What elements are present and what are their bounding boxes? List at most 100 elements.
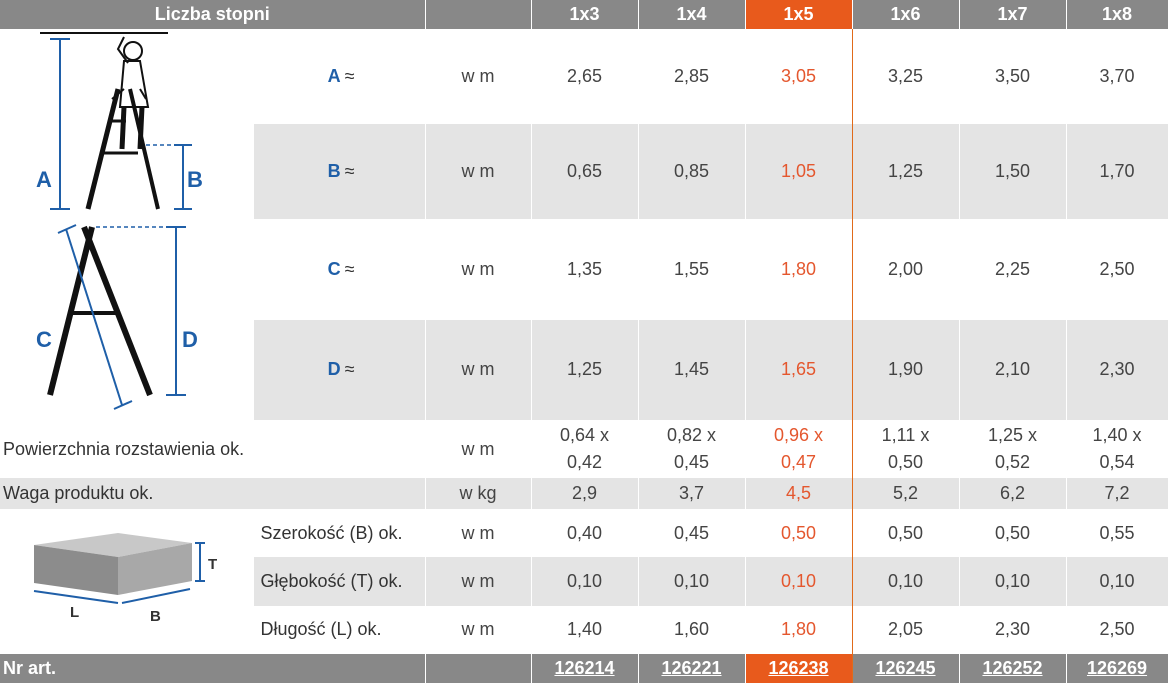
value-cell: 1,40	[531, 605, 639, 654]
value-cell: 1,45	[638, 319, 746, 420]
value-cell: 1,55	[638, 219, 746, 320]
article-link[interactable]: 126269	[1086, 658, 1148, 678]
row-b: B ≈ w m 0,65 0,85 1,05 1,25 1,50 1,70	[0, 124, 1168, 220]
value-cell: 0,64 x 0,42	[531, 420, 639, 478]
value-cell: 2,9	[531, 478, 639, 509]
dimension-a-label: A	[36, 167, 52, 192]
area-line1: 1,25 x	[987, 425, 1038, 445]
value-cell-highlighted: 1,80	[744, 605, 853, 654]
row-label-b-text: B	[327, 161, 341, 182]
ladder-dimensions-illustration: A B	[36, 32, 203, 410]
article-cell: 126252	[959, 654, 1067, 683]
value-cell: 0,10	[1066, 557, 1168, 606]
row-label-length: Długość (L) ok.	[253, 605, 426, 654]
unit-cell: w m	[425, 509, 532, 558]
value-cell: 2,85	[638, 29, 746, 125]
row-label-d: D ≈	[253, 319, 426, 420]
value-cell-highlighted: 1,65	[744, 319, 853, 420]
value-cell: 2,50	[1066, 219, 1168, 320]
package-dimensions-illustration: T L B	[33, 533, 217, 625]
value-cell: 0,50	[959, 509, 1067, 558]
package-diagram: T L B	[0, 509, 254, 654]
unit-cell: w m	[425, 29, 532, 125]
article-cell: 126214	[531, 654, 639, 683]
row-length: Długość (L) ok. w m 1,40 1,60 1,80 2,05 …	[0, 605, 1168, 654]
value-cell-highlighted: 0,50	[744, 509, 853, 558]
row-d: D ≈ w m 1,25 1,45 1,65 1,90 2,10 2,30	[0, 319, 1168, 420]
value-cell: 7,2	[1066, 478, 1168, 509]
approx-symbol: ≈	[344, 161, 355, 182]
header-col: 1x8	[1066, 0, 1168, 29]
dimension-b-package-label: B	[150, 608, 161, 625]
value-cell: 0,82 x 0,45	[638, 420, 746, 478]
value-cell: 2,30	[1066, 319, 1168, 420]
dimension-c-label: C	[36, 327, 52, 352]
value-cell: 1,25 x 0,52	[959, 420, 1067, 478]
row-depth: Głębokość (T) ok. w m 0,10 0,10 0,10 0,1…	[0, 557, 1168, 606]
value-cell: 3,70	[1066, 29, 1168, 125]
value-cell-highlighted: 3,05	[744, 29, 853, 125]
row-label-depth: Głębokość (T) ok.	[253, 557, 426, 606]
area-line2: 0,42	[566, 452, 603, 472]
footer-row: Nr art. 126214 126221 126238 126245 1262…	[0, 654, 1168, 683]
article-link[interactable]: 126238	[768, 658, 829, 678]
row-label-width: Szerokość (B) ok.	[253, 509, 426, 558]
value-cell: 1,35	[531, 219, 639, 320]
article-link[interactable]: 126252	[982, 658, 1043, 678]
value-cell: 1,40 x 0,54	[1066, 420, 1168, 478]
footer-unit-blank	[425, 654, 532, 683]
article-link[interactable]: 126245	[875, 658, 936, 678]
value-cell: 1,11 x 0,50	[852, 420, 960, 478]
value-cell: 2,50	[1066, 605, 1168, 654]
header-col: 1x6	[852, 0, 960, 29]
unit-cell: w m	[425, 319, 532, 420]
value-cell: 0,45	[638, 509, 746, 558]
unit-cell: w m	[425, 605, 532, 654]
value-cell: 0,10	[531, 557, 639, 606]
value-cell: 2,65	[531, 29, 639, 125]
row-label-c: C ≈	[253, 219, 426, 320]
value-cell-highlighted: 1,80	[744, 219, 853, 320]
row-area: Powierzchnia rozstawienia ok. w m 0,64 x…	[0, 420, 1168, 478]
dimension-b-label: B	[187, 167, 203, 192]
value-cell: 2,25	[959, 219, 1067, 320]
article-cell: 126245	[852, 654, 960, 683]
row-label-b: B ≈	[253, 124, 426, 220]
approx-symbol: ≈	[344, 359, 355, 380]
unit-cell: w m	[425, 124, 532, 220]
area-line2: 0,45	[673, 452, 710, 472]
row-width: T L B Szerokość (B) ok. w m 0,40 0,45 0,…	[0, 509, 1168, 654]
value-cell: 2,05	[852, 605, 960, 654]
value-cell-highlighted: 4,5	[744, 478, 853, 509]
header-col: 1x4	[638, 0, 746, 29]
value-cell: 0,50	[852, 509, 960, 558]
value-cell: 0,10	[638, 557, 746, 606]
value-cell: 1,50	[959, 124, 1067, 220]
area-line2: 0,50	[887, 452, 924, 472]
row-label-weight: Waga produktu ok.	[0, 478, 426, 509]
header-col: 1x7	[959, 0, 1067, 29]
value-cell-highlighted: 0,10	[744, 557, 853, 606]
value-cell: 6,2	[959, 478, 1067, 509]
value-cell: 1,60	[638, 605, 746, 654]
ladder-diagram: A B	[0, 29, 254, 420]
value-cell: 1,25	[531, 319, 639, 420]
value-cell: 1,90	[852, 319, 960, 420]
header-unit-blank	[425, 0, 532, 29]
value-cell-highlighted: 0,96 x 0,47	[744, 420, 853, 478]
dimension-t-label: T	[208, 556, 217, 573]
article-cell: 126221	[638, 654, 746, 683]
article-link[interactable]: 126221	[661, 658, 722, 678]
area-line1: 0,64 x	[559, 425, 610, 445]
value-cell: 2,00	[852, 219, 960, 320]
approx-symbol: ≈	[344, 259, 355, 280]
unit-cell: w m	[425, 219, 532, 320]
article-link[interactable]: 126214	[554, 658, 615, 678]
article-cell-highlighted: 126238	[744, 654, 853, 683]
row-label-d-text: D	[327, 359, 341, 380]
value-cell: 0,85	[638, 124, 746, 220]
value-cell: 1,70	[1066, 124, 1168, 220]
value-cell: 0,40	[531, 509, 639, 558]
value-cell: 2,30	[959, 605, 1067, 654]
